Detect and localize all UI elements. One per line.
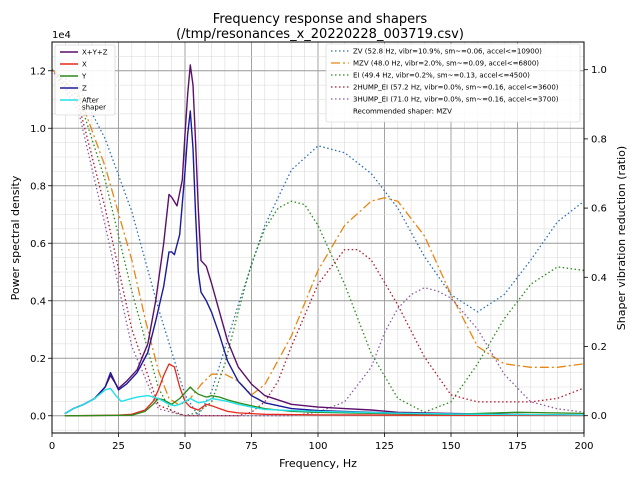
y-tick-label: 1.2 <box>30 66 46 77</box>
legend-left-box <box>54 44 116 116</box>
legend-right-label: EI (49.4 Hz, vibr=0.2%, sm~=0.13, accel<… <box>353 72 530 80</box>
y2-axis-label: Shaper vibration reduction (ratio) <box>615 146 628 330</box>
y-tick-label: 0.4 <box>30 296 46 307</box>
legend-right-label: 2HUMP_EI (57.2 Hz, vibr=0.0%, sm~=0.16, … <box>353 84 559 92</box>
series-layer <box>52 64 584 417</box>
x-tick-label: 75 <box>245 441 258 452</box>
x-tick-label: 0 <box>49 441 55 452</box>
legend-right-label: MZV (48.0 Hz, vibr=2.0%, sm~=0.09, accel… <box>353 60 539 68</box>
x-tick-label: 50 <box>179 441 192 452</box>
legend-left-label: shaper <box>82 104 106 112</box>
series-line-x-y-z <box>64 64 584 416</box>
y-multiplier-label: 1e4 <box>52 30 71 41</box>
series-line-x <box>64 363 584 417</box>
legend-right-box <box>325 43 581 123</box>
y-axis-ticks: 0.0 0.2 0.4 0.6 0.8 1.0 1.2 <box>30 66 52 422</box>
x-axis-ticks: 0 25 50 75 100 125 150 175 200 <box>49 433 594 452</box>
y2-tick-label: 1.0 <box>591 65 607 76</box>
y-tick-label: 0.0 <box>30 411 46 422</box>
series-line-after-shaper <box>64 387 584 416</box>
x-tick-label: 25 <box>112 441 125 452</box>
x-tick-label: 100 <box>308 441 327 452</box>
series-line-3hump-ei <box>52 69 584 417</box>
y-tick-label: 0.2 <box>30 354 46 365</box>
x-tick-label: 200 <box>574 441 593 452</box>
legend-left-label: Z <box>82 85 87 93</box>
y-tick-label: 0.8 <box>30 181 46 192</box>
x-tick-label: 125 <box>375 441 394 452</box>
y-tick-label: 1.0 <box>30 124 46 135</box>
legend-right-label: 3HUMP_EI (71.0 Hz, vibr=0.0%, sm~=0.16, … <box>353 96 559 104</box>
x-axis-label: Frequency, Hz <box>279 457 357 470</box>
chart-subtitle: (/tmp/resonances_x_20220228_003719.csv) <box>176 27 464 42</box>
series-line-z <box>64 110 584 416</box>
chart-title: Frequency response and shapers <box>213 12 428 27</box>
legend-right-label: ZV (52.8 Hz, vibr=10.9%, sm~=0.06, accel… <box>353 48 542 56</box>
series-line-ei <box>52 69 584 417</box>
y2-tick-label: 0.0 <box>591 411 607 422</box>
legend-left-label: X <box>82 61 87 69</box>
x-tick-label: 150 <box>441 441 460 452</box>
series-line-zv <box>52 69 584 417</box>
y-axis-label: Power spectral density <box>9 175 22 300</box>
y2-tick-label: 0.4 <box>591 273 607 284</box>
y2-tick-label: 0.8 <box>591 134 607 145</box>
x-tick-label: 175 <box>508 441 527 452</box>
legend-left-label: After <box>82 97 99 105</box>
y-tick-label: 0.6 <box>30 239 46 250</box>
legend-left-label: X+Y+Z <box>82 49 108 57</box>
legend-right: ZV (52.8 Hz, vibr=10.9%, sm~=0.06, accel… <box>325 43 581 123</box>
y2-axis-ticks: 0.0 0.2 0.4 0.6 0.8 1.0 <box>584 65 607 422</box>
y2-tick-label: 0.2 <box>591 342 607 353</box>
y2-tick-label: 0.6 <box>591 204 607 215</box>
legend-left-label: Y <box>81 73 87 81</box>
legend-recommended-label: Recommended shaper: MZV <box>353 108 452 116</box>
